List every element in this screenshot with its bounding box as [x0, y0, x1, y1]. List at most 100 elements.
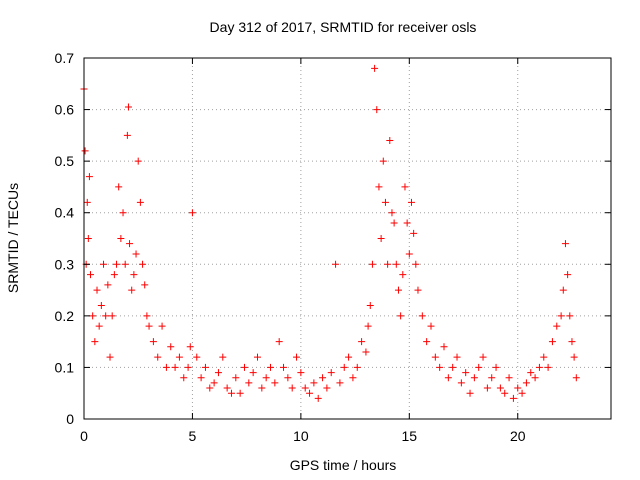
data-point	[84, 235, 92, 242]
data-point	[514, 384, 522, 392]
data-point	[492, 363, 500, 371]
data-point	[488, 374, 496, 382]
data-point	[288, 384, 296, 392]
data-point	[262, 374, 270, 382]
data-point	[110, 271, 118, 279]
data-point	[128, 286, 136, 294]
data-point	[540, 353, 548, 361]
data-point	[119, 209, 127, 217]
data-point	[81, 147, 89, 155]
data-point	[236, 389, 244, 397]
data-point	[410, 229, 418, 237]
data-point	[444, 374, 452, 382]
chart-title: Day 312 of 2017, SRMTID for receiver osl…	[210, 19, 477, 35]
data-point	[158, 322, 166, 330]
data-point	[470, 374, 478, 382]
data-point	[366, 302, 374, 310]
data-point	[171, 363, 179, 371]
data-point	[314, 394, 322, 402]
data-point	[113, 260, 121, 268]
data-point	[126, 240, 134, 248]
data-point	[223, 384, 231, 392]
data-point	[310, 379, 318, 387]
data-point	[399, 271, 407, 279]
plot-frame	[83, 57, 612, 420]
data-point	[364, 322, 372, 330]
y-tick-label: 0.5	[55, 153, 75, 169]
data-point	[423, 338, 431, 346]
data-point	[240, 363, 248, 371]
data-point	[249, 369, 257, 377]
data-point	[323, 384, 331, 392]
data-point	[139, 260, 147, 268]
data-point	[258, 384, 266, 392]
data-point	[518, 389, 526, 397]
data-point	[570, 353, 578, 361]
data-point	[184, 363, 192, 371]
x-tick-label: 20	[510, 428, 526, 444]
data-point	[115, 183, 123, 191]
data-point	[535, 363, 543, 371]
data-point	[95, 322, 103, 330]
data-point	[431, 353, 439, 361]
y-tick-label: 0.6	[55, 102, 75, 118]
data-point	[466, 389, 474, 397]
data-point	[371, 64, 379, 72]
data-point	[564, 271, 572, 279]
data-point	[462, 369, 470, 377]
data-point	[210, 379, 218, 387]
data-point	[284, 374, 292, 382]
data-point	[561, 240, 569, 248]
data-point	[124, 103, 132, 111]
data-point	[345, 353, 353, 361]
data-point	[297, 369, 305, 377]
data-point	[522, 379, 530, 387]
y-tick-label: 0	[66, 411, 74, 427]
data-point	[85, 173, 93, 181]
data-point	[373, 106, 381, 114]
data-point	[475, 363, 483, 371]
data-point	[427, 322, 435, 330]
data-point	[509, 394, 517, 402]
data-point	[154, 353, 162, 361]
data-point	[505, 374, 513, 382]
data-point	[572, 374, 580, 382]
x-axis-label: GPS time / hours	[290, 457, 397, 473]
data-point	[136, 198, 144, 206]
data-point	[134, 157, 142, 165]
data-point	[130, 271, 138, 279]
data-point	[568, 338, 576, 346]
data-point	[483, 384, 491, 392]
data-point	[377, 235, 385, 242]
data-point	[403, 219, 411, 227]
data-point	[392, 260, 400, 268]
data-point	[449, 363, 457, 371]
data-point	[106, 353, 114, 361]
data-point	[479, 353, 487, 361]
x-tick-label: 5	[189, 428, 197, 444]
data-point	[219, 353, 227, 361]
data-point	[379, 157, 387, 165]
data-point	[414, 286, 422, 294]
data-point	[319, 374, 327, 382]
y-tick-label: 0.1	[55, 359, 75, 375]
data-point	[214, 369, 222, 377]
data-point	[440, 343, 448, 351]
data-point	[280, 363, 288, 371]
data-point	[386, 137, 394, 145]
data-point	[141, 281, 149, 289]
data-point	[149, 338, 157, 346]
data-point	[306, 389, 314, 397]
data-point	[358, 338, 366, 346]
data-point	[121, 260, 129, 268]
data-point	[418, 312, 426, 320]
data-point	[388, 209, 396, 217]
data-point	[381, 198, 389, 206]
data-point	[186, 343, 194, 351]
data-point	[108, 312, 116, 320]
data-point	[401, 183, 409, 191]
data-points	[80, 64, 580, 402]
data-point	[267, 363, 275, 371]
data-point	[557, 312, 565, 320]
